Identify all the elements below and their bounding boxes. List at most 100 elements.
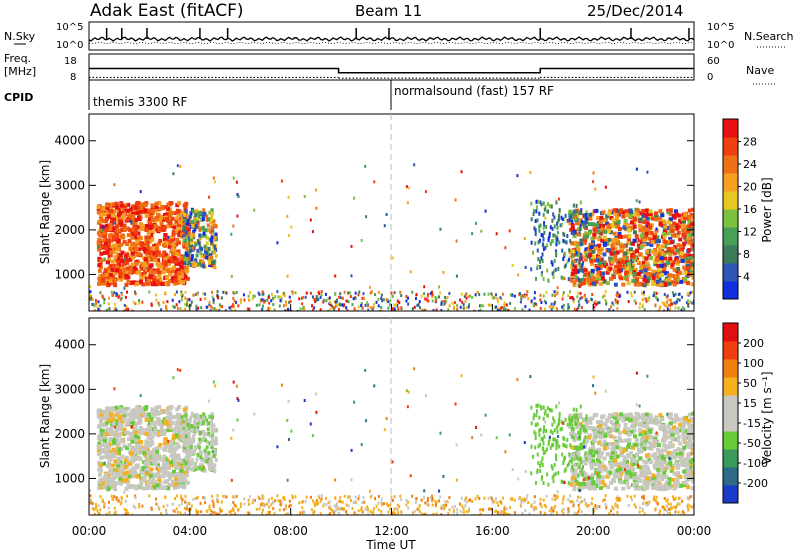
velocity-cell <box>578 422 583 427</box>
velocity-cell <box>659 474 664 479</box>
velocity-cell <box>122 427 127 432</box>
velocity-cell <box>202 468 206 473</box>
power-cell <box>152 251 157 256</box>
power-cell <box>202 292 205 296</box>
power-cell <box>680 216 685 221</box>
power-cell <box>627 228 632 233</box>
power-cell <box>567 305 570 309</box>
power-cell <box>187 257 191 262</box>
power-cell <box>509 293 512 297</box>
power-cell <box>552 305 555 309</box>
power-cell <box>692 253 694 258</box>
power-cell <box>129 270 134 275</box>
power-cell <box>659 282 664 287</box>
velocity-cell <box>644 412 649 417</box>
velocity-cell <box>601 475 606 480</box>
power-cell <box>613 282 618 287</box>
power-cell <box>366 304 369 308</box>
power-cell <box>597 243 602 248</box>
power-cell <box>247 294 250 298</box>
velocity-cell <box>603 434 608 439</box>
velocity-cell <box>595 478 600 483</box>
power-cell <box>139 206 144 211</box>
power-cell <box>147 236 152 241</box>
power-cell <box>682 241 687 246</box>
velocity-cell <box>654 443 659 448</box>
power-cell <box>625 277 630 282</box>
power-cell <box>689 253 694 258</box>
power-cell <box>160 308 163 311</box>
velocity-cell <box>117 480 122 485</box>
power-cell <box>174 293 177 297</box>
power-cell <box>114 228 119 233</box>
power-cell <box>169 256 174 261</box>
power-cell <box>205 235 209 240</box>
velocity-cell <box>678 483 683 488</box>
velocity-cell <box>174 423 179 428</box>
power-cell <box>386 299 389 303</box>
power-cell <box>216 290 219 294</box>
power-cell <box>587 231 592 236</box>
velocity-cell <box>185 450 189 455</box>
power-cell <box>689 258 694 263</box>
freq-tick-top: 18 <box>64 56 77 67</box>
velocity-cell <box>108 476 113 481</box>
power-cell <box>504 307 507 311</box>
power-cell <box>480 304 483 308</box>
power-cell <box>652 259 657 264</box>
power-cell <box>184 257 188 262</box>
power-cell <box>283 293 286 297</box>
power-cell <box>181 280 186 285</box>
power-cell <box>686 253 691 258</box>
power-cell <box>578 218 583 223</box>
power-cell <box>205 241 209 246</box>
velocity-cell <box>186 435 191 440</box>
power-cell <box>207 253 211 258</box>
power-cell <box>603 294 606 298</box>
power-cell <box>369 285 372 289</box>
velocity-cell <box>131 415 136 420</box>
power-cell <box>614 258 619 263</box>
power-cell <box>153 270 158 275</box>
power-cell <box>272 303 275 307</box>
power-cell <box>96 241 101 246</box>
velocity-cell <box>157 422 162 427</box>
velocity-cell <box>109 454 114 459</box>
power-cell <box>645 249 650 254</box>
power-cell <box>456 304 459 308</box>
power-cell <box>666 249 671 254</box>
power-cell <box>188 260 192 265</box>
power-cell <box>634 277 639 282</box>
power-cell <box>118 252 123 257</box>
colorbar-swatch <box>723 263 738 282</box>
velocity-cell <box>177 426 182 431</box>
velocity-cell <box>172 469 177 474</box>
power-cell <box>587 299 590 303</box>
velocity-cell <box>194 417 198 422</box>
power-cell <box>604 185 607 189</box>
velocity-cell <box>572 487 577 492</box>
power-cell <box>635 212 640 217</box>
velocity-cell <box>153 474 158 479</box>
power-cell <box>121 210 126 215</box>
power-cell <box>350 274 353 278</box>
power-cell <box>122 267 127 272</box>
velocity-cell <box>615 416 620 421</box>
power-cell <box>652 294 655 298</box>
velocity-cell <box>104 476 109 481</box>
power-cell <box>542 212 545 217</box>
power-cell <box>114 221 117 225</box>
colorbar-swatch <box>723 209 738 228</box>
power-cell <box>153 223 158 228</box>
power-cell <box>585 252 588 257</box>
power-cell <box>655 295 658 299</box>
power-cell <box>666 208 669 212</box>
velocity-cell <box>116 416 121 421</box>
power-cell <box>197 306 200 310</box>
power-cell <box>108 279 113 284</box>
power-cell <box>442 270 445 274</box>
power-cell <box>623 234 628 239</box>
velocity-data-cells <box>89 367 694 515</box>
velocity-cell <box>153 427 158 432</box>
velocity-cell <box>182 407 187 412</box>
